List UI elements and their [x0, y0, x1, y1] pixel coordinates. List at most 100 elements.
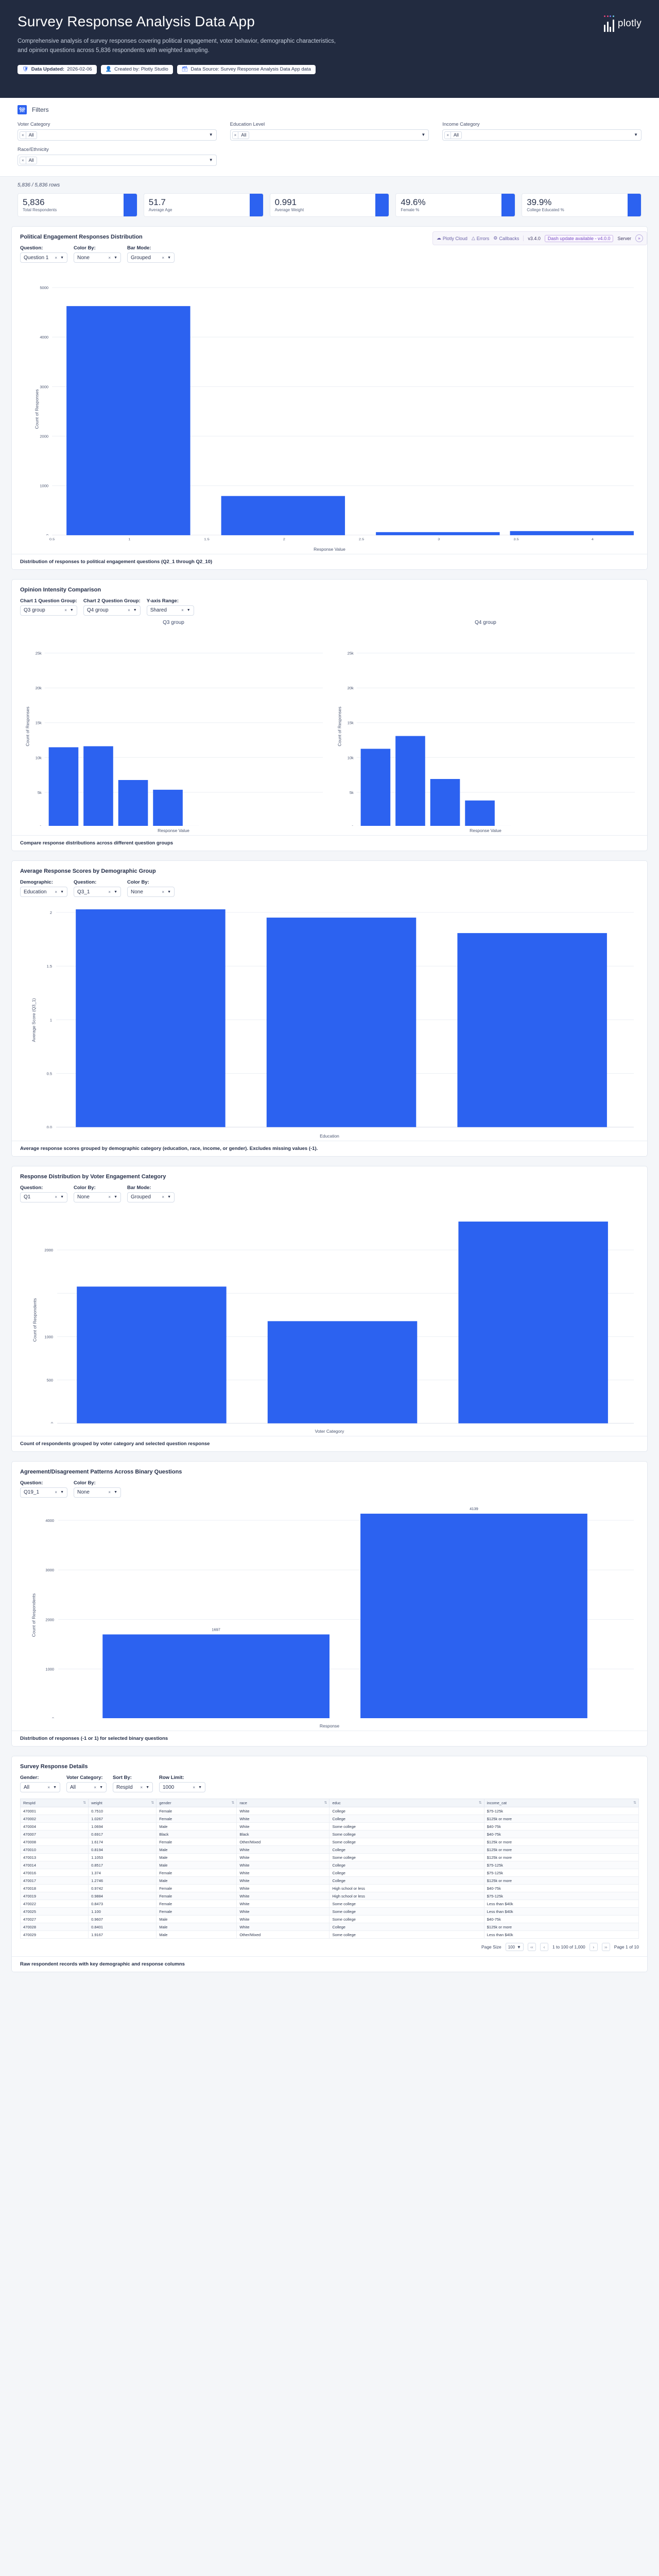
bars[interactable] [77, 1222, 608, 1423]
section1-plot[interactable]: Count of Responses 5000 4000 3000 2000 1… [12, 266, 647, 554]
section4-bar-chart[interactable]: 2000 1000 500 0 always rarely/never spor… [20, 1207, 639, 1423]
table-row[interactable]: 470018 0.9742 Female White High school or le… [20, 1884, 639, 1893]
table-row[interactable]: 470025 1.100 Female White Some college Less t… [20, 1907, 639, 1916]
chevron-down-icon[interactable]: ▼ [209, 158, 213, 162]
col-gender[interactable]: gender ⇅ [156, 1799, 237, 1808]
devtools-callbacks[interactable]: ⚙ Callbacks [493, 235, 519, 241]
devtools-plotly-cloud[interactable]: ☁ Plotly Cloud [437, 235, 467, 241]
section3-plot[interactable]: Average Score (Q3_1) 2 1.5 1 0.5 0.0 [12, 900, 647, 1141]
clear-icon[interactable]: × [128, 608, 130, 613]
section3-demographic-select[interactable]: Education × ▼ [20, 887, 67, 897]
remove-icon[interactable]: × [20, 157, 26, 164]
q3-bar-chart[interactable]: 25k 20k 15k 10k 5k 0 1 2 3 [20, 626, 327, 826]
chevron-down-icon[interactable]: ▼ [114, 890, 117, 894]
clear-icon[interactable]: × [193, 1785, 196, 1790]
section4-barmode-select[interactable]: Grouped × ▼ [127, 1192, 175, 1202]
table-row[interactable]: 470017 1.2746 Male White College $125k or mor… [20, 1876, 639, 1885]
bars[interactable] [102, 1513, 587, 1719]
devtools-server[interactable]: Server [617, 235, 631, 241]
table-row[interactable]: 470007 0.6917 Black Black Some college $40-75… [20, 1830, 639, 1839]
sort-icon[interactable]: ⇅ [83, 1801, 86, 1805]
section5-plot[interactable]: Count of Respondents 4000 3000 2000 1000… [12, 1501, 647, 1731]
section6-rowlimit-select[interactable]: 1000 × ▼ [159, 1782, 205, 1793]
clear-icon[interactable]: × [108, 255, 111, 260]
prev-page-button[interactable]: ‹ [540, 1943, 548, 1952]
devtools-errors[interactable]: △ Errors [472, 235, 489, 241]
chevron-down-icon[interactable]: ▼ [60, 1195, 64, 1199]
col-income-cat[interactable]: income_cat ⇅ [483, 1799, 639, 1808]
chevron-down-icon[interactable]: ▼ [421, 132, 426, 137]
section2-yrange-select[interactable]: Shared × ▼ [146, 605, 194, 616]
section1-bar-chart[interactable]: 5000 4000 3000 2000 1000 0 [20, 267, 639, 535]
clear-icon[interactable]: × [55, 889, 58, 894]
remove-icon[interactable]: × [20, 131, 26, 139]
table-row[interactable]: 470014 0.8517 Male White College $75-125k [20, 1861, 639, 1870]
chevron-down-icon[interactable]: ▼ [634, 132, 638, 137]
next-page-button[interactable]: › [589, 1943, 598, 1952]
section2-group1-select[interactable]: Q3 group × ▼ [20, 605, 77, 616]
chevron-down-icon[interactable]: ▼ [99, 1785, 103, 1789]
clear-icon[interactable]: × [108, 889, 111, 894]
chevron-down-icon[interactable]: ▼ [186, 608, 190, 613]
chevron-down-icon[interactable]: ▼ [60, 1490, 64, 1495]
col-weight[interactable]: weight ⇅ [88, 1799, 157, 1808]
filter-voter-category-dropdown[interactable]: × All ▼ [18, 129, 217, 141]
section5-question-select[interactable]: Q19_1 × ▼ [20, 1487, 67, 1498]
first-page-button[interactable]: ‹‹ [527, 1943, 536, 1952]
table-row[interactable]: 470028 0.8401 Male White College $125k or mor… [20, 1923, 639, 1931]
clear-icon[interactable]: × [108, 1195, 111, 1200]
section2-plots[interactable]: Q3 group Count of Responses 25k 20k 15k … [12, 619, 647, 835]
filter-education-level-chip[interactable]: × All [232, 131, 250, 139]
survey-table-wrapper[interactable]: RespId ⇅ weight ⇅ gender ⇅ race ⇅ educ ⇅ inco… [12, 1795, 647, 1939]
section6-gender-select[interactable]: All × ▼ [20, 1782, 60, 1793]
section5-colorby-select[interactable]: None × ▼ [74, 1487, 121, 1498]
chevron-down-icon[interactable]: ▼ [60, 256, 64, 260]
filter-race-ethnicity-chip[interactable]: × All [20, 156, 37, 164]
chevron-down-icon[interactable]: ▼ [53, 1785, 57, 1789]
sort-icon[interactable]: ⇅ [324, 1801, 327, 1805]
table-pagination[interactable]: Page Size 100 ▼ ‹‹ ‹ 1 to 100 of 1,000 ›… [12, 1939, 647, 1956]
filter-income-category-dropdown[interactable]: × All ▼ [442, 129, 641, 141]
clear-icon[interactable]: × [64, 608, 67, 613]
clear-icon[interactable]: × [140, 1785, 143, 1790]
section4-question-select[interactable]: Q1 × ▼ [20, 1192, 67, 1202]
table-row[interactable]: 470010 0.8194 Male White College $125k or mor… [20, 1845, 639, 1854]
last-page-button[interactable]: ›› [601, 1943, 610, 1952]
section1-barmode-select[interactable]: Grouped × ▼ [127, 252, 175, 263]
section4-colorby-select[interactable]: None × ▼ [74, 1192, 121, 1202]
chevron-down-icon[interactable]: ▼ [167, 1195, 171, 1199]
sort-icon[interactable]: ⇅ [151, 1801, 154, 1805]
devtools-update-badge[interactable]: Dash update available - v4.0.0 [544, 234, 614, 242]
section1-question-select[interactable]: Question 1 × ▼ [20, 252, 67, 263]
section3-question-select[interactable]: Q3_1 × ▼ [74, 887, 121, 897]
section3-bar-chart[interactable]: 2 1.5 1 0.5 0.0 High school or less Some… [20, 901, 639, 1128]
table-row[interactable]: 470027 0.9607 Male White Some college $40-75k [20, 1915, 639, 1924]
table-row[interactable]: 470029 1.9167 Male Other/Mixed Some college L… [20, 1930, 639, 1939]
clear-icon[interactable]: × [47, 1785, 50, 1790]
chevron-down-icon[interactable]: ▼ [209, 132, 213, 137]
chevron-down-icon[interactable]: ▼ [133, 608, 137, 613]
section5-bar-chart[interactable]: 4000 3000 2000 1000 0 1697 4139 Agree (1… [20, 1502, 639, 1719]
section4-plot[interactable]: Count of Respondents 2000 1000 500 0 [12, 1206, 647, 1436]
clear-icon[interactable]: × [162, 255, 165, 260]
chevron-down-icon[interactable]: ▼ [114, 1195, 117, 1199]
filter-race-ethnicity-dropdown[interactable]: × All ▼ [18, 155, 217, 166]
sort-icon[interactable]: ⇅ [231, 1801, 235, 1805]
section3-colorby-select[interactable]: None × ▼ [127, 887, 175, 897]
chevron-down-icon[interactable]: ▼ [60, 890, 64, 894]
clear-icon[interactable]: × [108, 1490, 111, 1495]
section2-q4-plot[interactable]: Q4 group Count of Responses 25k 20k 15k … [332, 620, 639, 833]
chevron-down-icon[interactable]: ▼ [198, 1785, 202, 1789]
chevron-down-icon[interactable]: ▼ [114, 1490, 117, 1495]
section6-sortby-select[interactable]: RespId × ▼ [113, 1782, 153, 1793]
col-educ[interactable]: educ ⇅ [329, 1799, 484, 1808]
filter-education-level-dropdown[interactable]: × All ▼ [230, 129, 429, 141]
bars[interactable] [360, 736, 495, 826]
col-race[interactable]: race ⇅ [236, 1799, 330, 1808]
survey-table[interactable]: RespId ⇅ weight ⇅ gender ⇅ race ⇅ educ ⇅ inco… [20, 1799, 639, 1939]
bars[interactable] [48, 746, 183, 826]
clear-icon[interactable]: × [55, 1195, 58, 1200]
table-row[interactable]: 470004 1.0694 Male White Some college $40-75k [20, 1822, 639, 1831]
remove-icon[interactable]: × [232, 131, 239, 139]
q4-bar-chart[interactable]: 25k 20k 15k 10k 5k 0 1 2 3 [332, 626, 639, 826]
